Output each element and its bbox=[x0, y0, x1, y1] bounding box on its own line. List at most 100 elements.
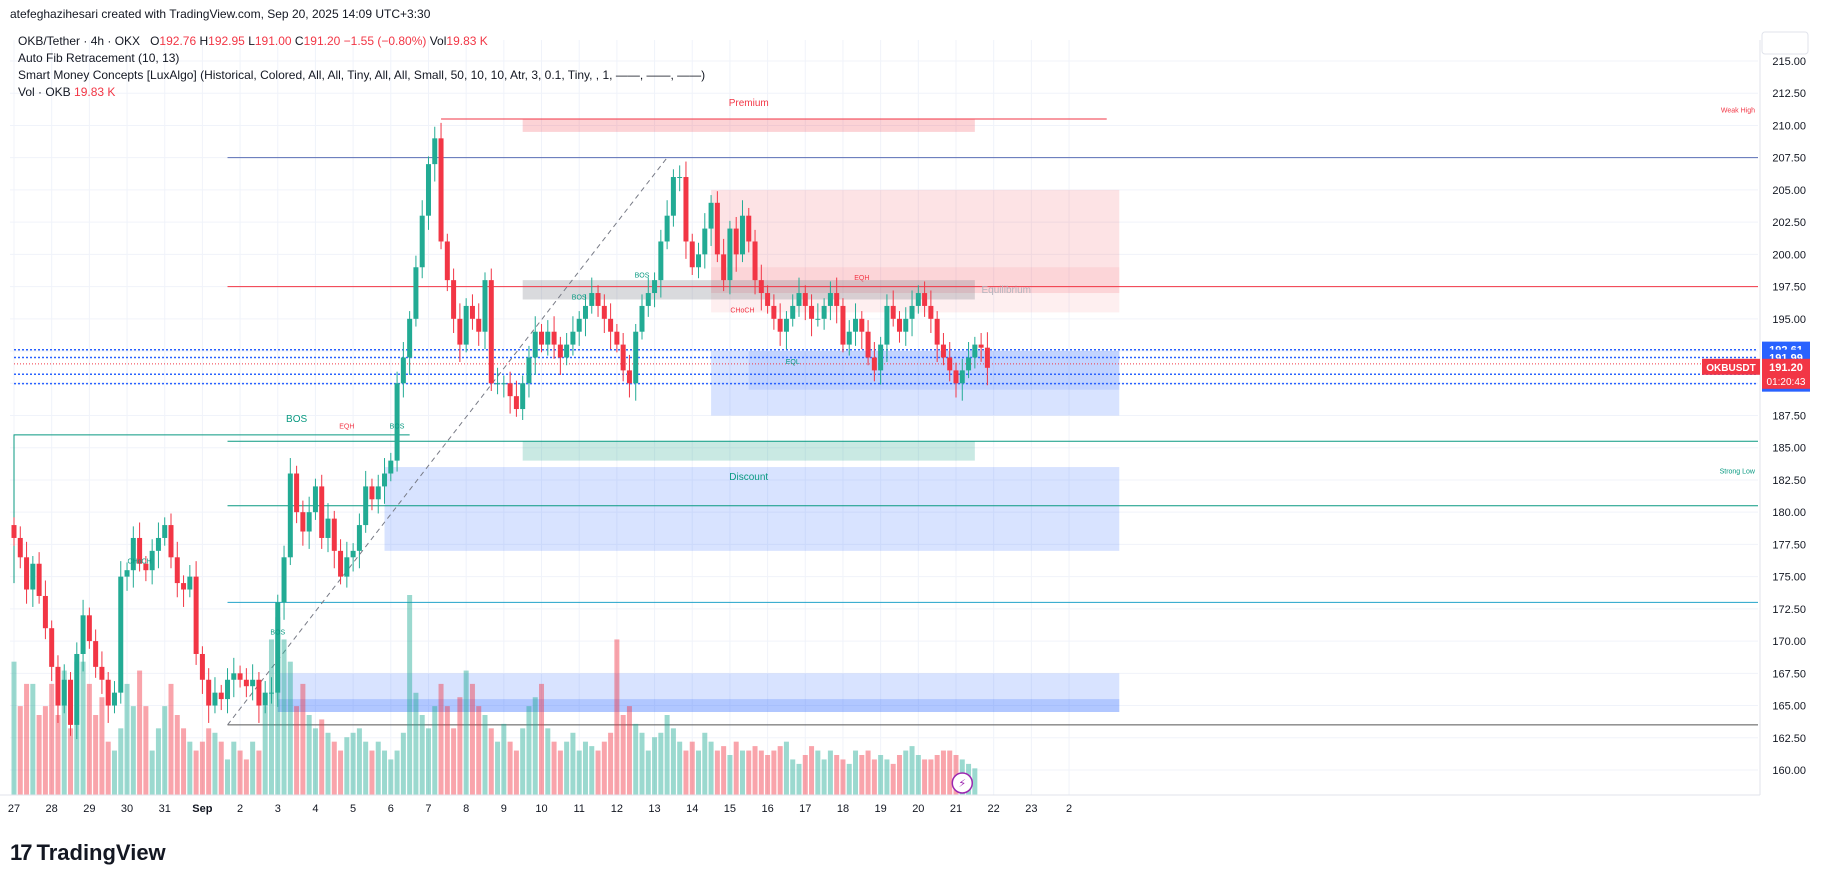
candle-body bbox=[896, 318, 902, 332]
price-tick: 172.50 bbox=[1772, 604, 1806, 616]
volume-bar bbox=[193, 750, 199, 795]
volume-bar bbox=[796, 763, 802, 795]
price-axis[interactable]: 160.00 162.50 165.00 167.50 170.00 172.50 175.… bbox=[1702, 0, 1835, 883]
volume-bar bbox=[419, 715, 425, 795]
volume-bar bbox=[639, 732, 645, 795]
time-tick: 29 bbox=[83, 803, 95, 815]
volume-bar bbox=[118, 728, 124, 795]
candle-body bbox=[181, 583, 187, 590]
candle-body bbox=[853, 318, 859, 332]
candle-body bbox=[733, 228, 739, 255]
candle-body bbox=[539, 331, 545, 345]
volume-bar bbox=[250, 741, 256, 795]
candle-body bbox=[74, 653, 80, 725]
candle-body bbox=[30, 563, 36, 590]
volume-bar bbox=[174, 715, 180, 795]
tradingview-branding[interactable]: 17 TradingView bbox=[10, 840, 166, 866]
price-tick: 195.00 bbox=[1772, 314, 1806, 326]
volume-bar bbox=[438, 683, 444, 795]
lightning-icon[interactable] bbox=[951, 772, 974, 794]
candle-body bbox=[582, 305, 588, 319]
candle-body bbox=[36, 563, 42, 596]
candle-body bbox=[338, 550, 344, 577]
candle-body bbox=[193, 576, 199, 654]
price-tick: 187.50 bbox=[1772, 411, 1806, 423]
volume-bar bbox=[570, 732, 576, 795]
candle-body bbox=[557, 344, 563, 358]
ohlc-low-value: 191.00 bbox=[254, 34, 292, 48]
candle-body bbox=[589, 293, 595, 306]
volume-bar bbox=[149, 750, 155, 795]
candle-body bbox=[86, 615, 92, 642]
symbol-legend[interactable]: OKB/Tether · 4h · OKX O192.76 H192.95 L1… bbox=[18, 33, 705, 50]
candle-body bbox=[677, 177, 683, 179]
volume-bar bbox=[896, 755, 902, 795]
indicator-smc[interactable]: Smart Money Concepts [LuxAlgo] (Historic… bbox=[18, 68, 706, 82]
price-tick: 175.00 bbox=[1772, 572, 1806, 584]
candle-body bbox=[765, 293, 771, 306]
equilibrium-zone bbox=[522, 280, 975, 300]
time-tick: 17 bbox=[799, 803, 811, 815]
bos-label: BOS bbox=[635, 273, 650, 280]
ob-zone-bottom-inner bbox=[277, 699, 1120, 712]
candle-body bbox=[243, 679, 249, 687]
volume-bar bbox=[526, 706, 532, 795]
candle-body bbox=[564, 344, 570, 358]
volume-bar bbox=[111, 750, 117, 795]
indicator-volume[interactable]: Vol · OKB 19.83 K bbox=[18, 84, 705, 101]
price-tick: 212.50 bbox=[1772, 88, 1806, 100]
volume-bar bbox=[143, 706, 149, 795]
time-tick: 9 bbox=[501, 803, 507, 815]
candle-body bbox=[947, 357, 953, 371]
volume-bar bbox=[130, 706, 136, 795]
volume-bar bbox=[350, 732, 356, 795]
currency-button[interactable] bbox=[1761, 31, 1809, 55]
volume-bar bbox=[407, 595, 413, 795]
bos-label: BOS bbox=[572, 294, 587, 301]
candle-body bbox=[633, 331, 639, 384]
volume-bar bbox=[633, 723, 639, 795]
volume-bar bbox=[168, 683, 174, 795]
candle-body bbox=[363, 486, 369, 526]
volume-bar bbox=[375, 741, 381, 795]
candle-body bbox=[294, 473, 300, 513]
candle-body bbox=[457, 318, 463, 345]
candle-body bbox=[771, 305, 777, 319]
candle-body bbox=[438, 138, 444, 242]
candle-body bbox=[953, 370, 959, 384]
volume-bar bbox=[488, 728, 494, 795]
candle-body bbox=[319, 486, 325, 538]
candle-body bbox=[476, 318, 482, 332]
volume-bar bbox=[608, 732, 614, 795]
candle-body bbox=[331, 518, 337, 551]
volume-bar bbox=[93, 715, 99, 795]
volume-bar bbox=[61, 670, 67, 795]
candle-body bbox=[714, 202, 720, 255]
tradingview-logo-icon: 17 bbox=[10, 840, 33, 865]
author-line: atefeghazihesari created with TradingVie… bbox=[10, 7, 431, 21]
volume-bar bbox=[689, 741, 695, 795]
candle-body bbox=[199, 653, 205, 680]
candle-body bbox=[444, 241, 450, 281]
time-axis[interactable]: 27 28 29 30 31 Sep 2 3 4 5 6 7 8 9 10 11 12 13 14 15 16 17 18 1… bbox=[0, 794, 1760, 815]
price-tick: 215.00 bbox=[1772, 56, 1806, 68]
volume-bar bbox=[382, 750, 388, 795]
volume-bar bbox=[626, 706, 632, 795]
volume-bar bbox=[683, 750, 689, 795]
indicator-fib[interactable]: Auto Fib Retracement (10, 13) bbox=[18, 51, 180, 65]
candle-body bbox=[281, 557, 287, 603]
volume-bar bbox=[137, 670, 143, 795]
candle-body bbox=[513, 396, 519, 410]
volume-bar bbox=[928, 759, 934, 795]
time-tick: 5 bbox=[350, 803, 356, 815]
volume-bar bbox=[262, 706, 268, 795]
candle-body bbox=[746, 215, 752, 242]
volume-bar bbox=[212, 732, 218, 795]
time-tick: 28 bbox=[46, 803, 58, 815]
smc-zones bbox=[277, 119, 1120, 712]
volume-bar bbox=[947, 750, 953, 795]
fib-diagonal bbox=[227, 157, 668, 726]
time-tick: 19 bbox=[875, 803, 887, 815]
candle-body bbox=[388, 460, 394, 474]
